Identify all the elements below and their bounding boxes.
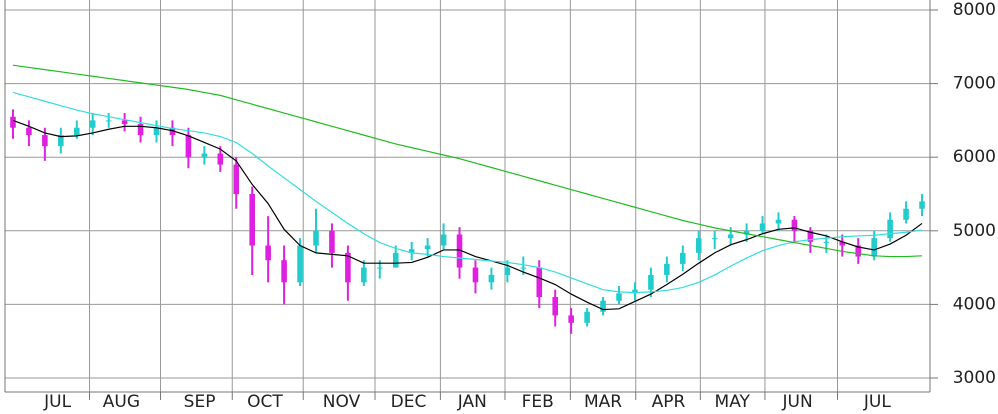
x-tick-label: MAY [715,392,751,412]
moving-average-line [12,91,923,294]
x-tick-label: OCT [247,392,283,412]
x-tick-label: SEP [184,392,216,412]
candle-body [376,267,383,269]
candle-body [265,245,271,261]
candle-body [759,223,766,231]
x-tick-label: NOV [323,392,361,412]
x-tick-label: FEB [522,392,554,412]
candle-body [632,289,638,294]
moving-average-line [12,64,923,258]
x-tick-label: MAR [584,392,622,412]
x-tick-label: JUN [782,392,813,412]
candle-body [297,245,303,283]
candle-body [185,135,192,158]
candle-body [73,127,80,136]
candle-body [345,252,351,283]
x-tick-label: AUG [103,392,140,412]
candle-body [169,127,176,136]
candle-body [201,153,208,158]
candle-body [361,267,367,283]
candle-body [823,241,830,243]
candle-body [855,245,862,257]
candle-body [807,230,814,242]
candle-body [392,252,399,268]
candle-body [217,153,224,165]
candle-body [791,219,798,231]
candle-body [664,263,670,275]
candle-body [775,219,782,224]
x-tick-label: DEC [391,392,427,412]
candle-body [648,274,654,290]
candle-body [42,135,48,147]
y-tick-label: 6000 [953,147,996,167]
candle-body [456,234,463,268]
candle-body [711,238,718,240]
candle-body [137,124,144,136]
candle-body [58,135,64,147]
candle-body [887,219,893,239]
candle-body [281,260,287,283]
candle-body [488,274,495,283]
x-tick-label: JAN [457,392,487,412]
y-tick-label: 5000 [953,221,996,241]
y-tick-label: 8000 [953,0,996,20]
candle-body [504,267,511,275]
candle-body [153,127,160,136]
y-tick-label: 7000 [953,74,996,94]
candle-body [424,245,431,250]
candle-body [727,234,734,239]
candle-body [552,297,559,316]
candle-body [233,164,240,194]
candle-body [839,241,846,246]
candle-body [568,315,574,323]
candle-body [408,249,415,253]
candle-body [329,230,335,253]
candle-body [871,238,877,257]
candle-body [680,252,686,264]
candle-body [743,230,750,235]
candle-body [121,120,128,125]
x-tick-label: APR [652,392,686,412]
candle-body [919,201,925,209]
candle-body [105,120,112,122]
candle-body [10,116,16,128]
moving-average-line [12,119,923,311]
candle-body [584,311,590,323]
candle-body [536,267,543,298]
candle-body [440,234,447,246]
y-tick-label: 3000 [953,368,996,388]
y-tick-label: 4000 [953,294,996,314]
candle-body [89,120,96,128]
candle-body [600,300,606,312]
candle-body [249,194,255,246]
candle-body [520,267,527,269]
candle-body [695,238,702,253]
candle-body [26,127,32,136]
candle-body [616,293,622,301]
candle-body [472,267,479,283]
candle-body [313,230,319,246]
candle-body [903,208,909,220]
x-tick-label: JUL [863,392,891,412]
x-tick-label: JUL [43,392,71,412]
